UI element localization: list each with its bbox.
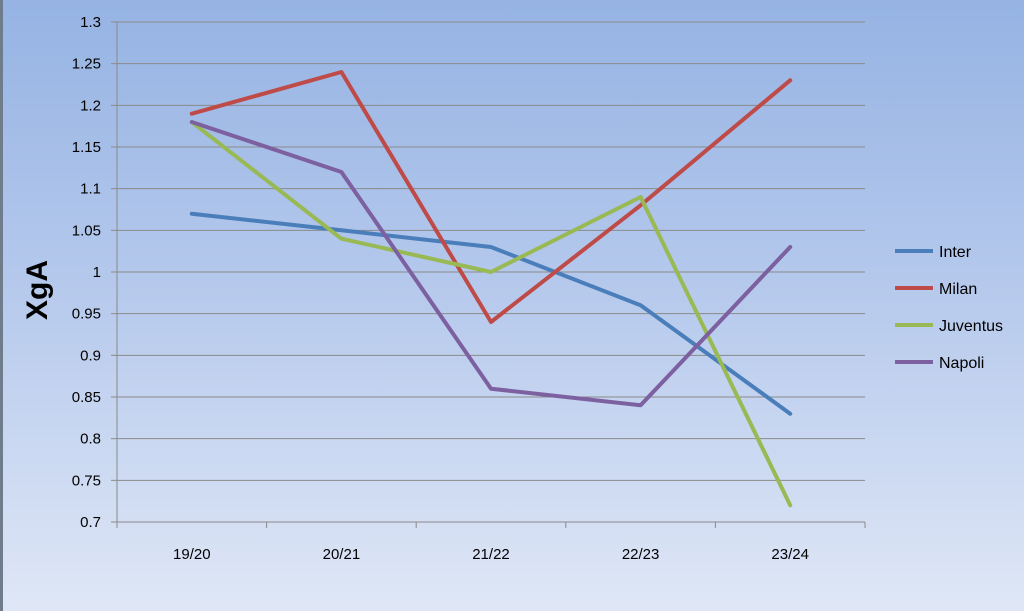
y-tick-label: 0.75 xyxy=(72,472,101,489)
series-line-inter xyxy=(189,211,793,416)
gridlines xyxy=(117,21,865,481)
line-chart: 0.7 0.75 0.8 0.85 0.9 0.95 1 1.05 1.1 1.15 1.2 1.25… xyxy=(21,14,1003,563)
axes xyxy=(111,21,866,528)
y-tick-label: 1.05 xyxy=(72,222,101,239)
y-tick-label: 1.15 xyxy=(72,139,101,156)
legend-label-juventus: Juventus xyxy=(939,318,1003,335)
y-tick-labels: 0.7 0.75 0.8 0.85 0.9 0.95 1 1.05 1.1 1.15 1.2 1.25… xyxy=(72,14,101,531)
series-line-juventus xyxy=(189,120,793,508)
series-lines xyxy=(189,70,793,508)
y-tick-label: 0.85 xyxy=(72,389,101,406)
y-tick-label: 0.95 xyxy=(72,306,101,323)
legend-label-inter: Inter xyxy=(939,244,972,261)
y-tick-label: 0.9 xyxy=(80,347,101,364)
x-tick-label: 20/21 xyxy=(323,546,361,563)
y-tick-label: 0.8 xyxy=(80,431,101,448)
series-line-milan xyxy=(189,70,793,324)
y-tick-label: 1.3 xyxy=(80,14,101,31)
x-tick-label: 22/23 xyxy=(622,546,660,563)
legend: Inter Milan Juventus Napoli xyxy=(895,244,1003,372)
y-tick-label: 1.2 xyxy=(80,97,101,114)
y-tick-label: 1 xyxy=(93,264,101,281)
y-tick-label: 1.1 xyxy=(80,181,101,198)
legend-label-milan: Milan xyxy=(939,281,977,298)
x-tick-label: 19/20 xyxy=(173,546,211,563)
x-tick-label: 23/24 xyxy=(771,546,809,563)
x-tick-label: 21/22 xyxy=(472,546,510,563)
y-tick-label: 0.7 xyxy=(80,514,101,531)
y-tick-label: 1.25 xyxy=(72,56,101,73)
y-axis-label: XgA xyxy=(21,260,54,320)
x-tick-labels: 19/20 20/21 21/22 22/23 23/24 xyxy=(173,546,809,563)
series-line-napoli xyxy=(189,120,793,408)
legend-label-napoli: Napoli xyxy=(939,355,984,372)
